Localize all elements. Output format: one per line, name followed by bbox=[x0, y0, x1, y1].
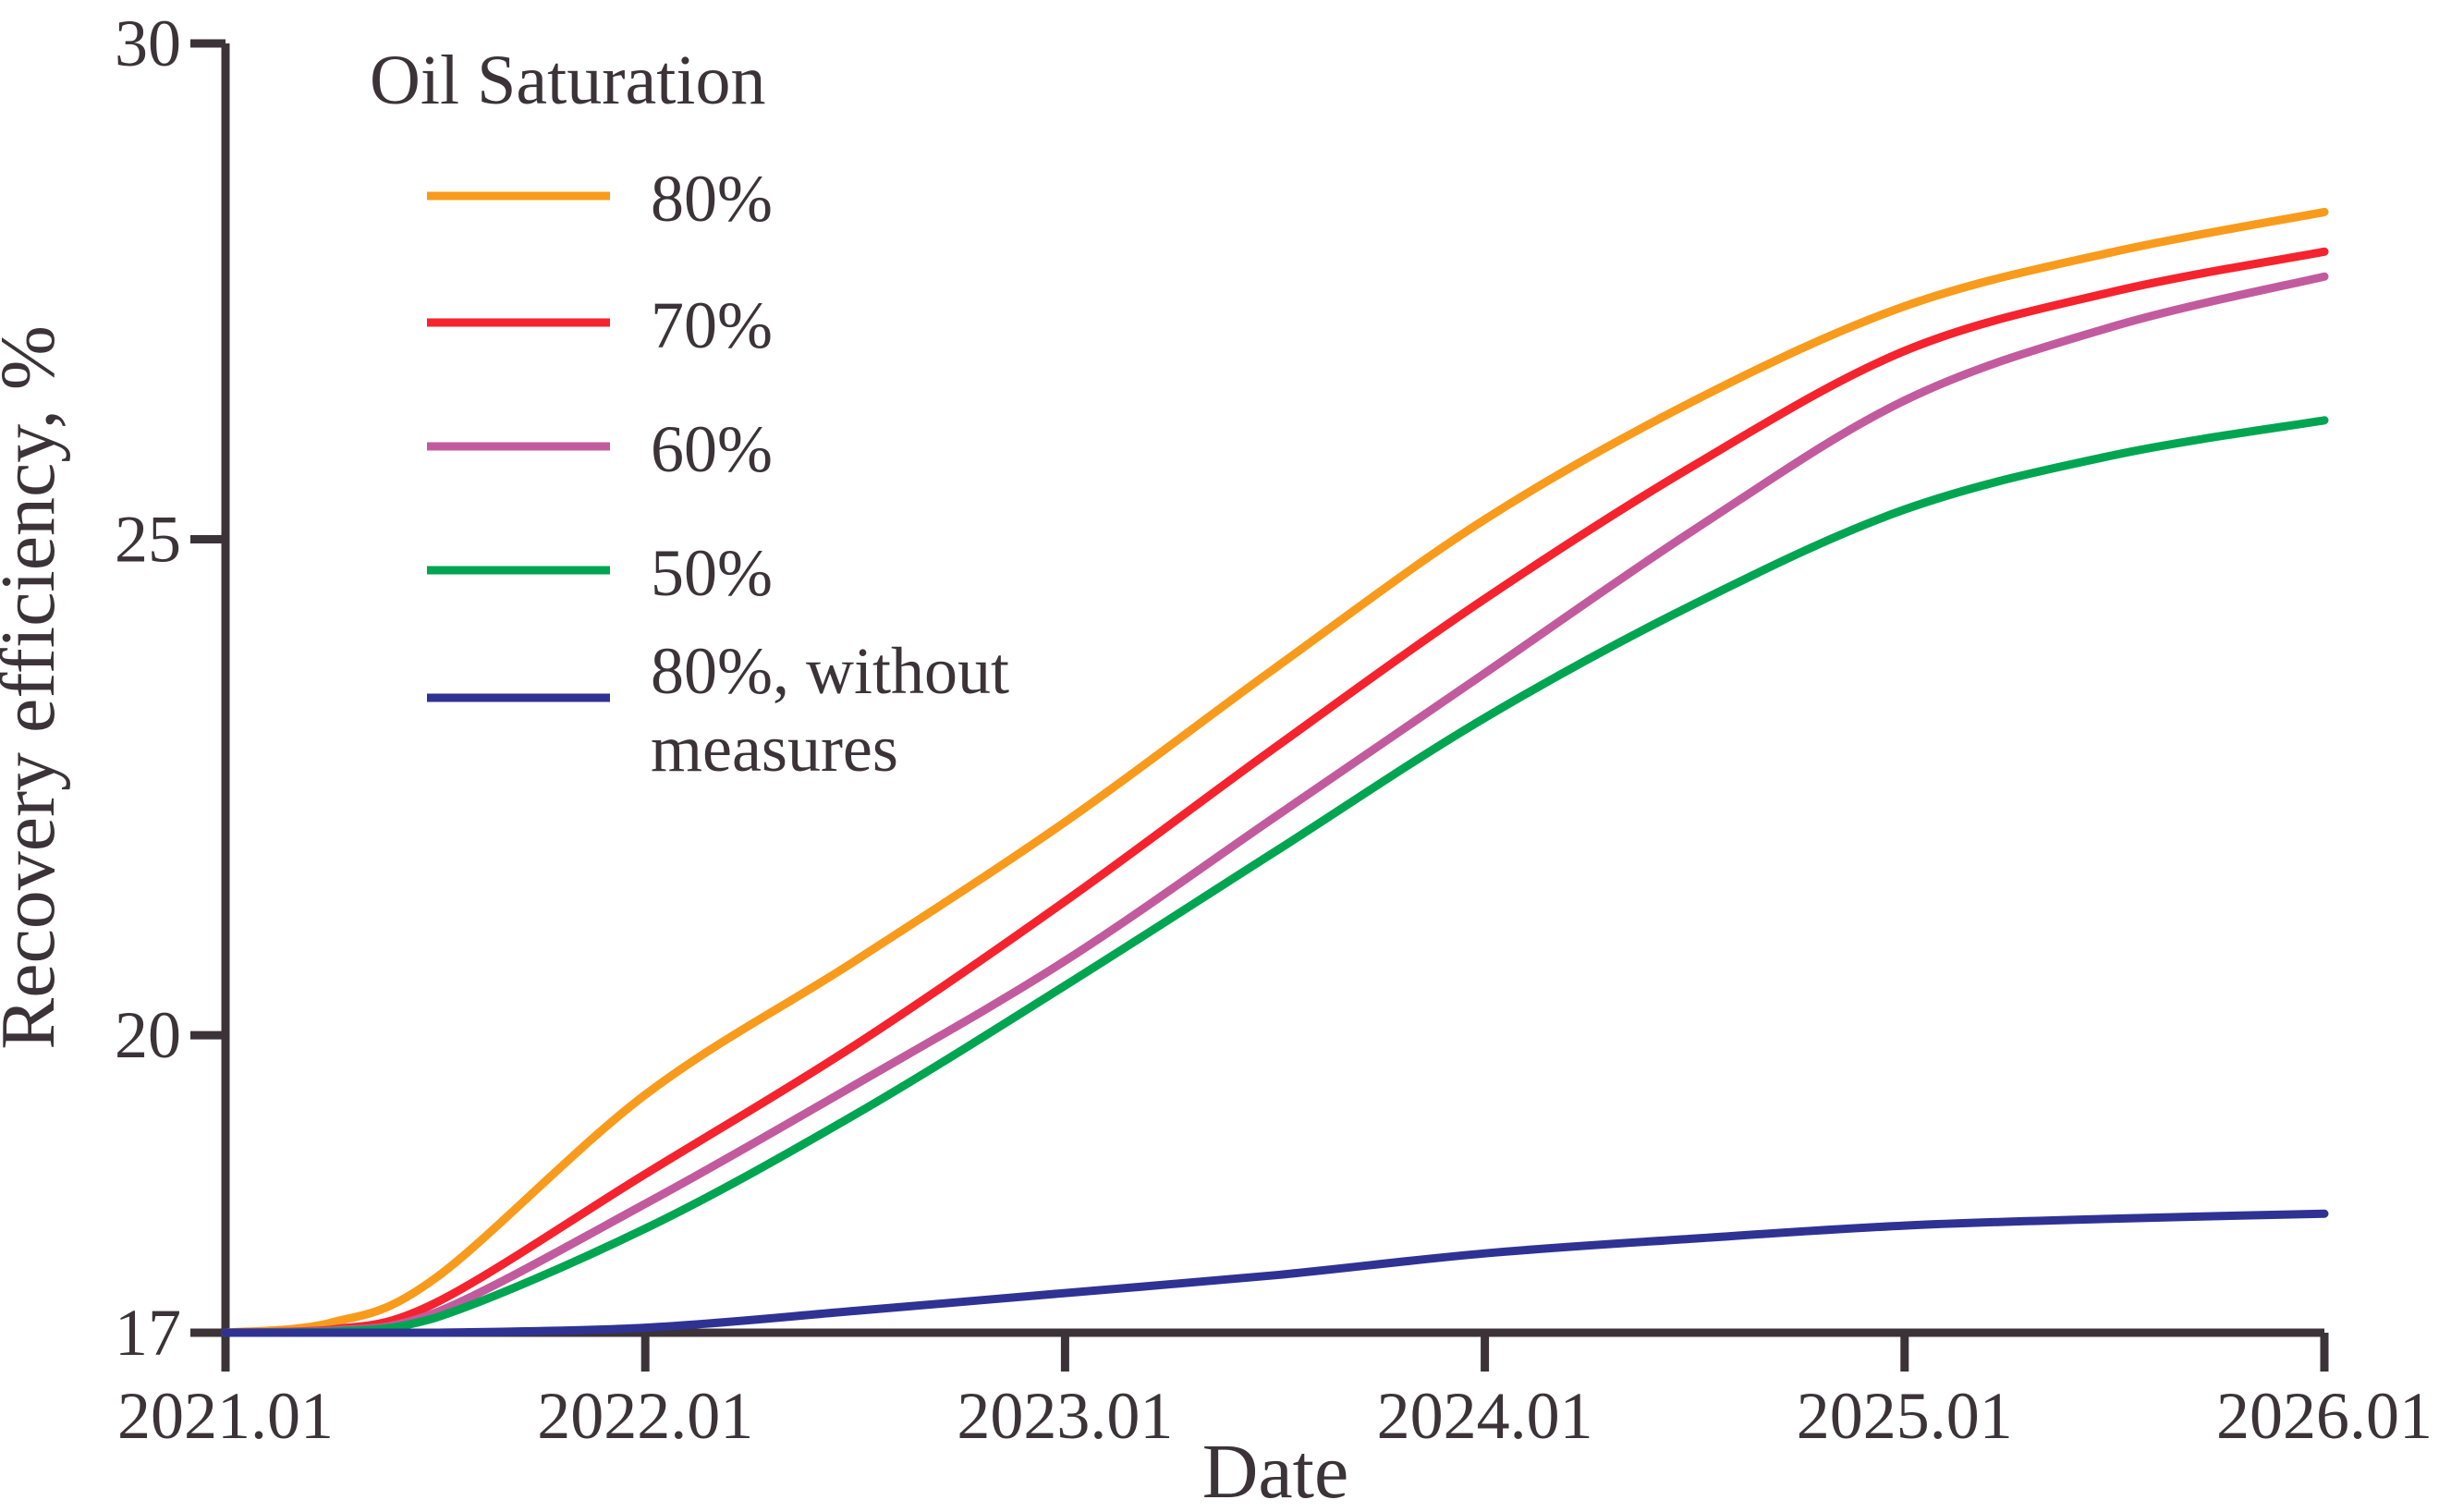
y-axis-tick-labels: 30 25 20 17 bbox=[115, 6, 181, 1370]
series-line-1-70- bbox=[221, 247, 2329, 1337]
y-tick-label-17: 17 bbox=[115, 1296, 181, 1370]
y-axis-title: Recovery efficiency, % bbox=[0, 325, 71, 1050]
x-tick-label-2022: 2022.01 bbox=[537, 1379, 753, 1453]
legend-labels: 80% 70% 60% 50% 80%, without measures bbox=[651, 162, 1009, 786]
series-line-0-80- bbox=[221, 207, 2329, 1337]
x-tick-label-2021: 2021.01 bbox=[117, 1379, 334, 1453]
legend-label-80: 80% bbox=[651, 162, 773, 236]
series-lines bbox=[221, 207, 2329, 1337]
legend-title: Oil Saturation bbox=[370, 42, 766, 119]
series-line-4-80-without-measures bbox=[221, 1209, 2329, 1337]
series-line-3-50- bbox=[221, 416, 2329, 1337]
legend-swatches bbox=[427, 191, 610, 702]
series-line-2-60- bbox=[221, 272, 2329, 1337]
legend-label-no-measures-line2: measures bbox=[651, 712, 898, 786]
legend-label-50: 50% bbox=[651, 536, 773, 610]
axes bbox=[190, 39, 2329, 1372]
legend-label-70: 70% bbox=[651, 288, 773, 362]
y-tick-label-20: 20 bbox=[115, 998, 181, 1072]
legend: Oil Saturation 80% 70% 60% 50% 80%, with… bbox=[370, 42, 1009, 786]
x-axis-tick-labels: 2021.01 2022.01 2023.01 2024.01 2025.01 … bbox=[117, 1379, 2433, 1453]
y-tick-label-30: 30 bbox=[115, 6, 181, 80]
x-tick-label-2024: 2024.01 bbox=[1377, 1379, 1593, 1453]
x-tick-label-2023: 2023.01 bbox=[957, 1379, 1173, 1453]
x-axis-title: Date bbox=[1202, 1429, 1349, 1512]
x-tick-label-2025: 2025.01 bbox=[1797, 1379, 2013, 1453]
legend-label-60: 60% bbox=[651, 412, 773, 486]
legend-label-no-measures-line1: 80%, without bbox=[651, 634, 1009, 708]
y-tick-label-25: 25 bbox=[115, 502, 181, 576]
x-tick-label-2026: 2026.01 bbox=[2216, 1379, 2433, 1453]
